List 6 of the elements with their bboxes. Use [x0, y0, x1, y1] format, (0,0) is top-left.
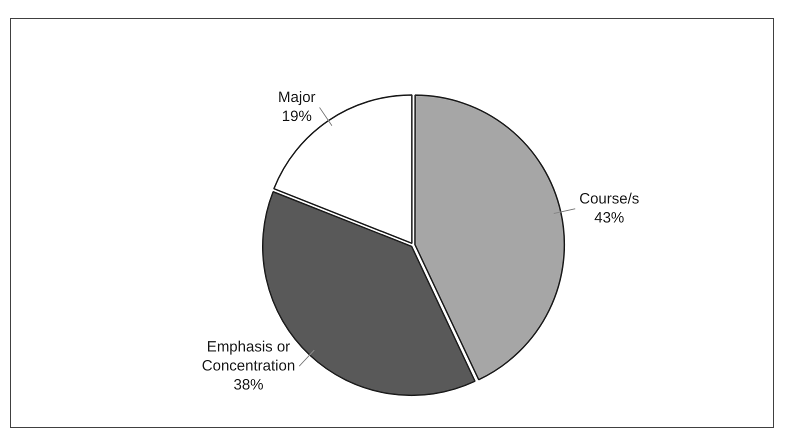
data-label: 19%	[282, 108, 312, 126]
slice-label: Emphasis or Concentration	[202, 338, 296, 374]
slice-label: Course/s	[579, 190, 640, 208]
data-label: 38%	[233, 376, 264, 394]
slice-label: Major	[278, 89, 316, 106]
data-label: 43%	[594, 209, 624, 226]
